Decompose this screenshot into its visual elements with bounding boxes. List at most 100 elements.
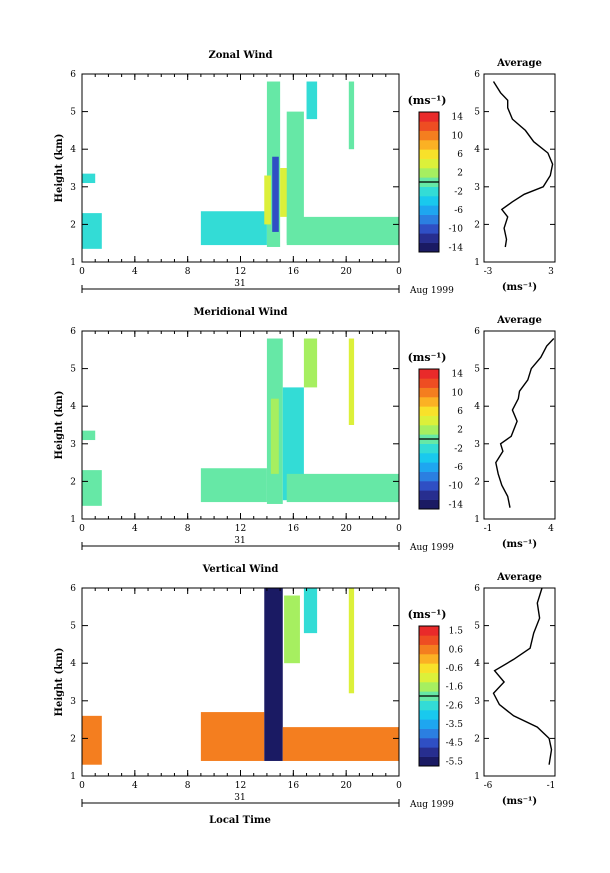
p1-colorbar-swatch-1 xyxy=(419,490,439,500)
p0-colorbar-swatch-6 xyxy=(419,186,439,197)
p0-heat-cell-6 xyxy=(280,168,289,217)
p0-ytick-label-2: 3 xyxy=(70,183,76,193)
p0-heat-cell-2 xyxy=(200,211,267,246)
p2-heat-cell-6 xyxy=(348,588,355,694)
p0-profile-frame xyxy=(483,73,556,263)
p0-colorbar-unit: (ms⁻¹) xyxy=(408,94,447,107)
p2-colorbar-tick-7: -5.5 xyxy=(446,757,464,767)
p2-ytick-label-0: 1 xyxy=(70,772,76,782)
p2-colorbar-tick-5: -3.5 xyxy=(446,720,464,730)
p1-colorbar-tick-3: 2 xyxy=(457,426,463,436)
p2-xtick-label-1: 4 xyxy=(132,781,138,791)
p1-profile-xtick-1: 4 xyxy=(548,524,554,534)
p2-ytick-label-5: 6 xyxy=(70,584,76,594)
p0-colorbar-swatch-5 xyxy=(419,196,439,206)
p0-profile-ylabel-0: 1 xyxy=(474,258,480,268)
p1-profile-frame xyxy=(483,330,556,520)
p2-colorbar-swatch-4 xyxy=(419,719,439,729)
p0-heat-cell-7 xyxy=(286,111,304,244)
p2-profile-ylabel-2: 3 xyxy=(474,697,480,707)
p0-ytick-label-3: 4 xyxy=(70,145,76,155)
p1-colorbar-swatch-8 xyxy=(419,425,439,435)
p2-heat-cell-3 xyxy=(282,727,399,761)
p1-colorbar-swatch-5 xyxy=(419,453,439,463)
p2-colorbar-tick-4: -2.6 xyxy=(446,701,464,711)
p1-profile-unit: (ms⁻¹) xyxy=(502,539,537,550)
p2-heat-cell-5 xyxy=(303,588,318,634)
p0-ytick-label-4: 5 xyxy=(70,108,76,118)
p1-date-month: Aug 1999 xyxy=(409,543,454,553)
p2-profile-xtick-0: -6 xyxy=(484,781,493,791)
p1-xtick-label-1: 4 xyxy=(132,524,138,534)
p0-colorbar-swatch-3 xyxy=(419,214,439,225)
p1-ytick-label-5: 6 xyxy=(70,327,76,337)
p0-ytick-label-1: 2 xyxy=(70,220,76,230)
p1-heat-cell-2 xyxy=(200,468,267,503)
p2-profile-unit: (ms⁻¹) xyxy=(502,796,537,807)
p0-colorbar-tick-4: -2 xyxy=(454,187,463,197)
p1-xtick-label-2: 8 xyxy=(185,524,191,534)
p0-colorbar-tick-7: -14 xyxy=(449,243,464,253)
p2-colorbar-swatch-2 xyxy=(419,738,439,748)
p0-colorbar-swatch-0 xyxy=(419,242,439,253)
p2-colorbar-tick-0: 1.5 xyxy=(449,627,464,637)
p1-date-day: 31 xyxy=(234,536,245,546)
p1-colorbar-swatch-10 xyxy=(419,406,439,416)
p1-colorbar-swatch-6 xyxy=(419,443,439,454)
p0-profile-ylabel-5: 6 xyxy=(474,70,480,80)
p1-heat-cell-6 xyxy=(286,473,399,503)
p2-heat-cell-4 xyxy=(284,595,300,664)
p2-heat-cell-0 xyxy=(82,715,102,765)
p1-colorbar-tick-2: 6 xyxy=(457,407,463,417)
p2-colorbar-tick-3: -1.6 xyxy=(446,683,464,693)
p0-profile-title: Average xyxy=(496,58,542,69)
p2-colorbar-tick-2: -0.6 xyxy=(446,664,464,674)
p2-profile-frame xyxy=(483,587,556,777)
p2-colorbar-swatch-10 xyxy=(419,663,439,673)
p1-ytick-label-3: 4 xyxy=(70,402,76,412)
p0-profile-ylabel-1: 2 xyxy=(474,220,480,230)
p1-xtick-label-3: 12 xyxy=(235,524,246,534)
p0-colorbar-tick-5: -6 xyxy=(454,206,463,216)
p2-colorbar-tick-1: 0.6 xyxy=(449,645,464,655)
p0-heat-cell-0 xyxy=(82,213,102,249)
p1-colorbar-swatch-13 xyxy=(419,378,439,388)
p0-colorbar-swatch-4 xyxy=(419,205,439,215)
p2-colorbar-swatch-8 xyxy=(419,682,439,692)
p0-colorbar-tick-0: 14 xyxy=(452,113,464,123)
p2-colorbar-unit: (ms⁻¹) xyxy=(408,608,447,621)
p1-ylabel: Height (km) xyxy=(54,391,65,460)
p1-profile-ylabel-5: 6 xyxy=(474,327,480,337)
p1-colorbar-swatch-3 xyxy=(419,471,439,482)
p1-profile-line xyxy=(495,338,555,508)
p1-colorbar-tick-1: 10 xyxy=(452,388,464,398)
p2-xtick-label-3: 12 xyxy=(235,781,246,791)
p1-xtick-label-5: 20 xyxy=(340,524,352,534)
p1-colorbar-swatch-9 xyxy=(419,415,439,426)
p2-colorbar-swatch-11 xyxy=(419,654,439,664)
p2-xtick-label-0: 0 xyxy=(79,781,85,791)
p2-ytick-label-3: 4 xyxy=(70,659,76,669)
p0-xtick-label-1: 4 xyxy=(132,267,138,277)
p0-xtick-label-3: 12 xyxy=(235,267,246,277)
p0-profile-xtick-0: -3 xyxy=(484,267,493,277)
p1-ytick-label-0: 1 xyxy=(70,515,76,525)
p1-colorbar-tick-6: -10 xyxy=(449,482,464,492)
p1-colorbar-swatch-2 xyxy=(419,481,439,491)
p1-colorbar-swatch-0 xyxy=(419,499,439,510)
p1-profile-ylabel-2: 3 xyxy=(474,440,480,450)
p0-date-month: Aug 1999 xyxy=(409,286,454,296)
p2-colorbar-swatch-13 xyxy=(419,635,439,645)
p1-heat-cell-0 xyxy=(82,470,102,506)
p0-xtick-label-0: 0 xyxy=(79,267,85,277)
p1-colorbar-tick-4: -2 xyxy=(454,444,463,454)
p0-profile-line xyxy=(492,81,554,248)
p2-xtick-label-6: 0 xyxy=(396,781,402,791)
p0-colorbar-swatch-11 xyxy=(419,140,439,150)
p0-colorbar-tick-2: 6 xyxy=(457,150,463,160)
p2-colorbar-swatch-3 xyxy=(419,728,439,739)
p0-colorbar-swatch-2 xyxy=(419,224,439,234)
p1-ytick-label-2: 3 xyxy=(70,440,76,450)
p0-xtick-label-4: 16 xyxy=(288,267,300,277)
p2-date-month: Aug 1999 xyxy=(409,800,454,810)
